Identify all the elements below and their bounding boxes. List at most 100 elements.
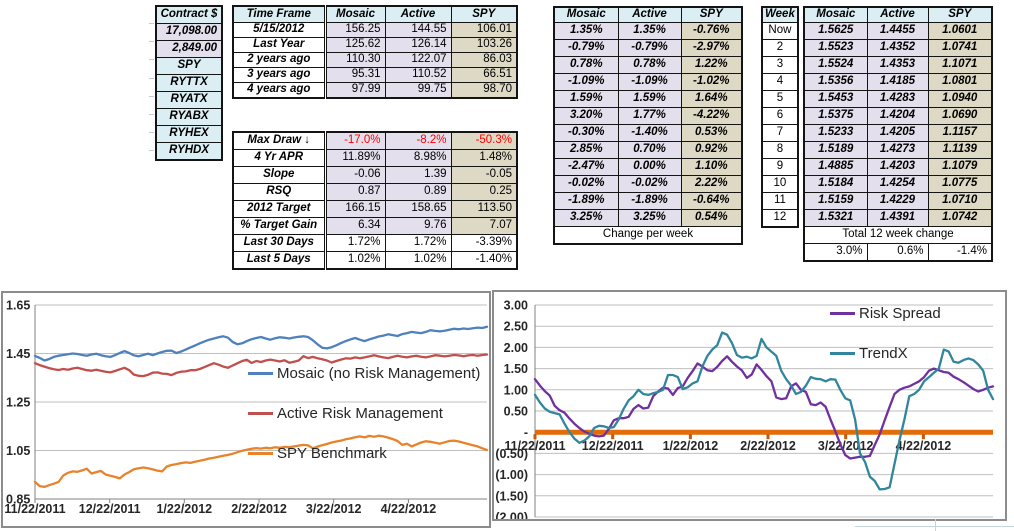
- cell[interactable]: 1.39: [384, 166, 452, 184]
- cell[interactable]: 1.0690: [927, 107, 993, 125]
- cell[interactable]: RYHDX: [155, 142, 223, 161]
- cell[interactable]: 1.35%: [553, 22, 619, 40]
- cell[interactable]: 3.0%: [803, 243, 868, 262]
- cell[interactable]: Slope: [232, 166, 326, 184]
- cell[interactable]: Max Draw ↓: [232, 131, 326, 150]
- cell[interactable]: 5: [761, 90, 799, 108]
- cell[interactable]: 1.4455: [866, 22, 929, 40]
- cell[interactable]: 1.1139: [927, 141, 993, 159]
- cell[interactable]: Contract $: [155, 5, 223, 24]
- cell[interactable]: -3.39%: [450, 234, 518, 252]
- cell[interactable]: 1.1157: [927, 124, 993, 142]
- cell[interactable]: -0.64%: [680, 192, 743, 210]
- cell[interactable]: 98.70: [450, 82, 518, 99]
- footer-cell[interactable]: Total 12 week change: [803, 226, 993, 244]
- cell[interactable]: 8.98%: [384, 149, 452, 167]
- cell[interactable]: 0.78%: [617, 56, 682, 74]
- cell[interactable]: 6.34: [323, 217, 386, 235]
- cell[interactable]: -0.79%: [617, 39, 682, 57]
- cell[interactable]: 3.20%: [553, 107, 619, 125]
- cell[interactable]: 110.30: [323, 52, 386, 68]
- cell[interactable]: -1.40%: [617, 124, 682, 142]
- cell[interactable]: 1.0801: [927, 73, 993, 91]
- cell[interactable]: 1.0710: [927, 192, 993, 210]
- footer-cell[interactable]: Change per week: [553, 226, 743, 245]
- cell[interactable]: -0.79%: [553, 39, 619, 57]
- cell[interactable]: 0.70%: [617, 141, 682, 159]
- cell[interactable]: 0.25: [450, 183, 518, 201]
- cell[interactable]: 17,098.00: [155, 23, 223, 41]
- weekly-ratio-table[interactable]: Mosaic Active SPY 1.5625 1.4455 1.0601 1.5523 1…: [803, 6, 993, 262]
- cell[interactable]: 158.65: [384, 200, 452, 218]
- cell[interactable]: -0.06: [323, 166, 386, 184]
- cell[interactable]: 1.4885: [803, 158, 868, 176]
- cell[interactable]: 1.5375: [803, 107, 868, 125]
- cell[interactable]: 86.03: [450, 52, 518, 68]
- cell[interactable]: 7.07: [450, 217, 518, 235]
- cell[interactable]: % Target Gain: [232, 217, 326, 235]
- cell[interactable]: 0.78%: [553, 56, 619, 74]
- cell[interactable]: 0.87: [323, 183, 386, 201]
- cell[interactable]: -1.89%: [617, 192, 682, 210]
- cell[interactable]: 110.52: [384, 67, 452, 83]
- cell[interactable]: Last 30 Days: [232, 234, 326, 252]
- cell[interactable]: 1.10%: [680, 158, 743, 176]
- cell[interactable]: 166.15: [323, 200, 386, 218]
- cell[interactable]: 1.4254: [866, 175, 929, 193]
- risk-spread-line-chart[interactable]: 3.00 2.50 2.00 1.50 1.00 0.50 - (0.50) (1.00) (1.…: [492, 290, 1007, 521]
- cell[interactable]: 1.59%: [617, 90, 682, 108]
- cell[interactable]: 1.4352: [866, 39, 929, 57]
- cell[interactable]: 1.4203: [866, 158, 929, 176]
- cell[interactable]: 1.4204: [866, 107, 929, 125]
- cell[interactable]: -4.22%: [680, 107, 743, 125]
- timeframe-table[interactable]: Time Frame Mosaic Active SPY 5/15/2012 156.25…: [232, 5, 518, 99]
- cell[interactable]: 2,849.00: [155, 40, 223, 58]
- cell[interactable]: 1.4391: [866, 209, 929, 227]
- cell[interactable]: 4 years ago: [232, 82, 326, 99]
- cell[interactable]: 1.48%: [450, 149, 518, 167]
- cell[interactable]: 2: [761, 39, 799, 57]
- cell[interactable]: -2.47%: [553, 158, 619, 176]
- cell[interactable]: 5/15/2012: [232, 22, 326, 38]
- cell[interactable]: 10: [761, 175, 799, 193]
- cell[interactable]: RYHEX: [155, 125, 223, 143]
- cell[interactable]: -0.02%: [617, 175, 682, 193]
- cell[interactable]: 3 years ago: [232, 67, 326, 83]
- cell[interactable]: 9: [761, 158, 799, 176]
- cell[interactable]: -8.2%: [384, 131, 452, 150]
- cell[interactable]: 1.4205: [866, 124, 929, 142]
- cell[interactable]: 1.0940: [927, 90, 993, 108]
- cell[interactable]: 11.89%: [323, 149, 386, 167]
- cell[interactable]: 1.0742: [927, 209, 993, 227]
- cell[interactable]: Active: [384, 5, 452, 23]
- weekly-change-table[interactable]: Mosaic Active SPY 1.35% 1.35% -0.76% -0.79% -0.…: [553, 6, 743, 245]
- cell[interactable]: 9.76: [384, 217, 452, 235]
- stats-table[interactable]: Max Draw ↓ -17.0% -8.2% -50.3% 4 Yr APR 11.89…: [232, 131, 518, 270]
- cell[interactable]: -1.4%: [927, 243, 993, 262]
- cell[interactable]: 1.4283: [866, 90, 929, 108]
- cell[interactable]: 1.0601: [927, 22, 993, 40]
- cell[interactable]: 2.85%: [553, 141, 619, 159]
- cell[interactable]: 1.5524: [803, 56, 868, 74]
- cell[interactable]: RSQ: [232, 183, 326, 201]
- contract-table[interactable]: Contract $17,098.00 2,849.00 SPY RYTTX RYATX…: [155, 5, 223, 161]
- performance-line-chart[interactable]: 1.65 1.45 1.25 1.05 0.85 11/22/2011 12/22/2011…: [1, 291, 491, 528]
- cell[interactable]: Now: [761, 22, 799, 40]
- cell[interactable]: 3.25%: [553, 209, 619, 227]
- cell[interactable]: 6: [761, 107, 799, 125]
- cell[interactable]: 1.5523: [803, 39, 868, 57]
- cell[interactable]: 1.02%: [323, 251, 386, 270]
- cell[interactable]: Mosaic: [553, 6, 619, 23]
- cell[interactable]: -0.76%: [680, 22, 743, 40]
- cell[interactable]: Last Year: [232, 37, 326, 53]
- cell[interactable]: 1.1071: [927, 56, 993, 74]
- cell[interactable]: 1.02%: [384, 251, 452, 270]
- cell[interactable]: 8: [761, 141, 799, 159]
- cell[interactable]: 66.51: [450, 67, 518, 83]
- cell[interactable]: Mosaic: [803, 6, 868, 23]
- cell[interactable]: 1.72%: [384, 234, 452, 252]
- cell[interactable]: 1.64%: [680, 90, 743, 108]
- cell[interactable]: 97.99: [323, 82, 386, 99]
- cell[interactable]: 4 Yr APR: [232, 149, 326, 167]
- cell[interactable]: 3.25%: [617, 209, 682, 227]
